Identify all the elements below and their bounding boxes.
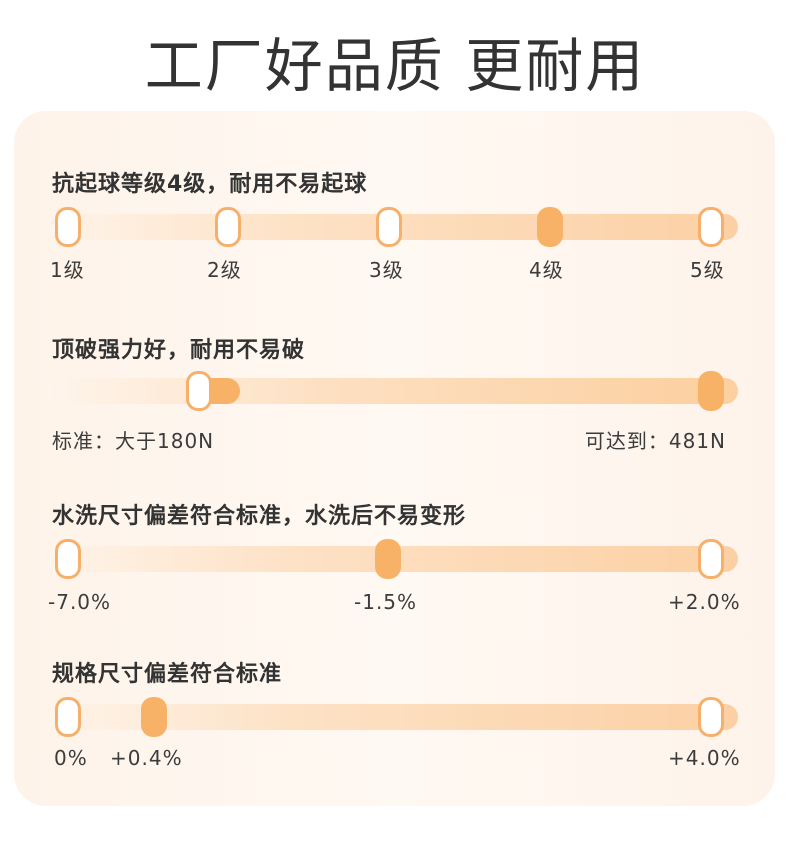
pilling-grade-3-label: 3级 [369, 258, 404, 282]
burst-standard-label: 标准：大于180N [52, 429, 215, 453]
burst-max-label: 可达到：481N [584, 429, 726, 453]
wash-min-label: -7.0% [48, 590, 112, 614]
page-title: 工厂好品质 更耐用 [144, 32, 646, 100]
pilling-grade-2-marker [215, 207, 241, 247]
pilling-grade-1-marker [55, 207, 81, 247]
size-max-label: +4.0% [668, 746, 741, 770]
wash-value-label: -1.5% [354, 590, 418, 614]
wash-max-marker [698, 539, 724, 579]
pilling-grade-5-label: 5级 [690, 258, 725, 282]
section-pilling-title: 抗起球等级4级，耐用不易起球 [52, 172, 368, 197]
size-min-label: 0% [54, 746, 88, 770]
wash-min-marker [55, 539, 81, 579]
pilling-grade-3-marker [376, 207, 402, 247]
wash-max-label: +2.0% [668, 590, 741, 614]
wash-value-marker-selected [375, 539, 401, 579]
pilling-grade-4-label: 4级 [529, 258, 564, 282]
pilling-grade-4-marker-selected [537, 207, 563, 247]
section-burst-title: 顶破强力好，耐用不易破 [52, 338, 306, 363]
size-min-marker [55, 697, 81, 737]
size-value-label: +0.4% [110, 746, 183, 770]
size-value-marker-selected [141, 697, 167, 737]
size-max-marker [698, 697, 724, 737]
pilling-grade-5-marker [698, 207, 724, 247]
section-wash-title: 水洗尺寸偏差符合标准，水洗后不易变形 [52, 504, 467, 529]
burst-max-marker [698, 371, 724, 411]
section-size-title: 规格尺寸偏差符合标准 [52, 662, 283, 687]
pilling-grade-2-label: 2级 [207, 258, 242, 282]
burst-strength-bar [46, 378, 738, 404]
burst-standard-marker [186, 371, 212, 411]
pilling-grade-1-label: 1级 [50, 258, 85, 282]
